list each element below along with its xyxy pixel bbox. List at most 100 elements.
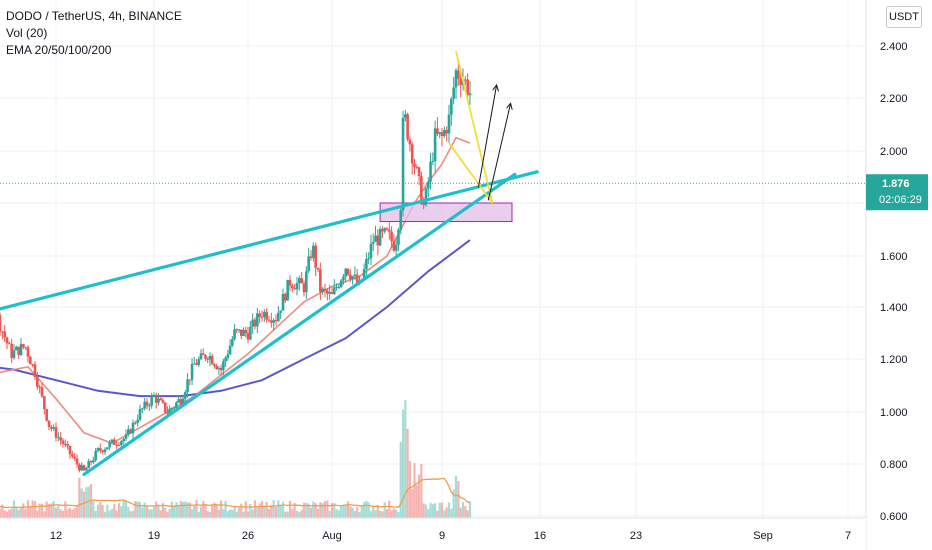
volume-bar [164,507,167,518]
volume-bar [256,507,259,518]
candle [215,363,218,370]
volume-bar [10,508,13,518]
volume-bar [5,511,9,518]
candle-body [452,87,455,99]
candle [335,283,338,291]
candle [101,449,104,455]
candle [170,407,174,412]
candle [344,267,348,283]
candle [186,373,189,398]
volume-bar [3,510,6,518]
volume-bar [401,409,405,518]
candle [406,112,409,142]
candle [190,358,194,385]
volume-bar [157,504,160,518]
candle-body [61,440,65,444]
price-axis: 2.4002.2002.0001.8001.6001.4001.2001.000… [865,0,932,550]
volume-bar [417,474,421,518]
volume-bar [148,509,151,518]
trendline [82,172,517,476]
volume-bar [173,506,176,518]
candle [408,136,412,152]
volume-bar [26,500,30,518]
volume-bar [220,500,223,518]
volume-bar [459,507,462,518]
candle-body [26,347,30,357]
candle-body [378,228,382,246]
volume-bar [64,501,67,518]
volume-bar [267,508,271,518]
volume-bar [344,505,347,518]
candle [309,249,313,261]
candle [110,438,114,445]
candles [0,60,472,473]
candle [138,404,142,422]
volume-indicator-label[interactable]: Vol (20) [6,26,48,40]
volume-bar [365,501,368,518]
volume-bar [454,475,458,518]
candle-body [54,427,58,438]
candle-body [272,320,275,323]
volume-bar [358,511,361,518]
candle [213,363,216,369]
candle [246,327,250,343]
ema-indicator-label[interactable]: EMA 20/50/100/200 [6,43,112,57]
candle [64,439,67,447]
candle [161,397,165,405]
candle-body [10,343,13,358]
volume-bar [291,509,294,518]
volume-bar [110,508,114,518]
volume-bar [204,504,207,518]
volume-bar [175,502,178,518]
candle [85,466,88,471]
volume-bar [284,511,287,518]
candle [346,268,350,277]
candle [349,269,352,283]
volume-bar [179,500,182,518]
candle [397,227,400,252]
candle-body [286,279,289,301]
candle [272,318,275,331]
volume-bar [397,511,400,518]
candle [43,395,46,415]
volume-bar [33,501,37,518]
candle-body [19,344,23,356]
candle [426,177,430,198]
volume-bar [246,511,250,518]
candle [353,266,357,280]
price-tick-label: 2.000 [880,146,908,158]
time-tick-label: 9 [439,530,445,542]
volume-bar [258,503,261,518]
candle-body [71,454,74,457]
candle-body [319,269,322,292]
volume-bar [445,507,448,518]
candle-body [92,460,95,463]
volume-bar [461,502,465,518]
time-tick-label: 16 [534,530,546,542]
volume-bar [202,500,205,518]
volume-bar [235,511,238,518]
candle [383,227,387,234]
candle [129,428,132,435]
candle [415,164,419,170]
currency-button[interactable]: USDT [886,6,922,28]
candle [265,308,268,323]
volume-bar [40,503,44,518]
candle-body [29,356,32,365]
candle-body [5,337,9,344]
candle-body [374,235,377,242]
candle [256,307,259,334]
candle [355,269,359,285]
candle [73,452,76,461]
candle [314,242,317,276]
volume-bar [215,504,218,518]
candle-body [353,274,357,277]
candle-body [281,293,285,311]
bar-countdown: 02:06:29 [879,194,922,206]
price-tick-label: 1.600 [880,251,908,263]
volume-bar [253,500,257,518]
candle [244,326,248,338]
volume-bar [170,501,174,518]
candle [154,392,158,409]
